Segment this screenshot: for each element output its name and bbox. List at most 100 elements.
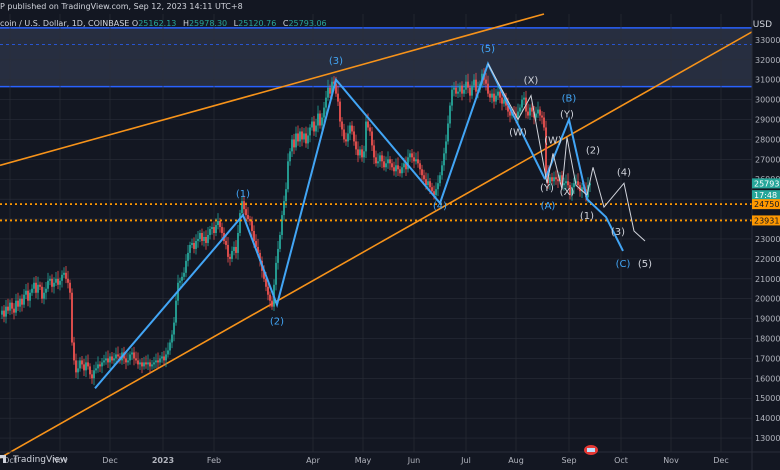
price-label-text: 23931 <box>754 216 779 225</box>
candle-body <box>521 99 523 108</box>
candle-body <box>455 87 457 94</box>
candle-body <box>569 185 571 196</box>
candle-body <box>253 231 255 241</box>
candle-body <box>499 91 501 98</box>
y-tick-label: 22000 <box>755 255 780 264</box>
candle-body <box>459 85 461 92</box>
candle-body <box>471 85 473 96</box>
candle-body <box>463 89 465 94</box>
candle-body <box>13 308 15 313</box>
symbol-legend: coin / U.S. Dollar, 1D, COINBASE O25162.… <box>0 19 331 28</box>
candle-body <box>137 360 139 365</box>
candle-body <box>125 358 127 363</box>
candle-body <box>67 278 69 283</box>
x-tick-label: Oct <box>614 456 628 465</box>
candle-body <box>289 151 291 162</box>
candle-body <box>535 113 537 118</box>
candle-body <box>185 260 187 273</box>
candle-body <box>109 356 111 363</box>
currency-label: USD <box>752 20 772 30</box>
candle-body <box>89 366 91 375</box>
candle-body <box>529 107 531 116</box>
candle-body <box>37 284 39 293</box>
candle-body <box>473 79 475 86</box>
candle-body <box>279 234 281 249</box>
candle-body <box>553 177 555 182</box>
candle-body <box>75 360 77 373</box>
price-label-text: 17:48 <box>754 191 777 200</box>
candle-body <box>117 354 119 357</box>
candle-body <box>29 292 31 301</box>
candle-body <box>571 187 573 196</box>
x-tick-label: Nov <box>52 456 68 465</box>
candle-body <box>145 362 147 365</box>
ohlc-low-label: L <box>233 19 239 28</box>
candle-body <box>43 292 45 299</box>
candle-body <box>351 125 353 132</box>
y-tick-label: 21000 <box>755 275 780 284</box>
candle-body <box>353 131 355 142</box>
candle-body <box>493 93 495 102</box>
y-tick-label: 27000 <box>755 155 780 164</box>
published-text: P published on TradingView.com, Sep 12, … <box>0 2 243 11</box>
candle-body <box>197 238 199 241</box>
wave-label: (Y) <box>560 110 574 121</box>
candle-body <box>487 83 489 94</box>
candle-body <box>419 163 421 170</box>
candle-body <box>9 302 11 311</box>
candle-body <box>283 201 285 216</box>
candle-body <box>81 360 83 365</box>
y-tick-label: 20000 <box>755 295 780 304</box>
candle-body <box>439 175 441 184</box>
candle-body <box>549 177 551 184</box>
candle-body <box>153 362 155 365</box>
ohlc-close-value: 25793.06 <box>288 19 327 28</box>
x-tick-label: Sep <box>561 456 576 465</box>
candle-body <box>203 236 205 241</box>
candle-body <box>97 364 99 369</box>
event-marker-inner <box>587 448 595 452</box>
candle-body <box>205 236 207 243</box>
candle-body <box>149 362 151 367</box>
candle-body <box>233 246 235 251</box>
candle-body <box>335 83 337 94</box>
x-tick-label: Jul <box>460 456 471 465</box>
candle-body <box>497 91 499 96</box>
candle-body <box>73 342 75 361</box>
candle-body <box>25 290 27 295</box>
y-tick-label: 28000 <box>755 135 780 144</box>
candle-body <box>561 175 563 186</box>
candle-body <box>99 364 101 367</box>
candle-body <box>267 286 269 295</box>
wave-label: (3) <box>329 56 343 67</box>
candle-body <box>519 107 521 112</box>
candle-body <box>93 370 95 379</box>
candle-body <box>391 163 393 168</box>
candle-body <box>317 113 319 126</box>
candle-body <box>375 157 377 164</box>
candle-body <box>133 352 135 359</box>
candle-body <box>87 362 89 367</box>
candle-body <box>45 288 47 293</box>
candle-body <box>543 117 545 128</box>
candle-body <box>385 163 387 168</box>
candle-body <box>379 155 381 162</box>
x-tick-label: Oct <box>3 456 17 465</box>
candle-body <box>51 278 53 287</box>
candle-body <box>311 121 313 128</box>
candle-body <box>345 139 347 142</box>
candle-body <box>319 113 321 126</box>
candle-body <box>347 133 349 142</box>
candle-body <box>565 181 567 184</box>
candle-body <box>315 125 317 132</box>
candle-body <box>27 290 29 301</box>
candle-body <box>437 183 439 190</box>
candle-body <box>537 109 539 114</box>
x-tick-label: Nov <box>663 456 679 465</box>
candle-body <box>413 157 415 162</box>
resistance-zone <box>0 27 752 87</box>
candle-body <box>501 97 503 104</box>
candle-body <box>303 133 305 140</box>
candle-body <box>167 350 169 355</box>
